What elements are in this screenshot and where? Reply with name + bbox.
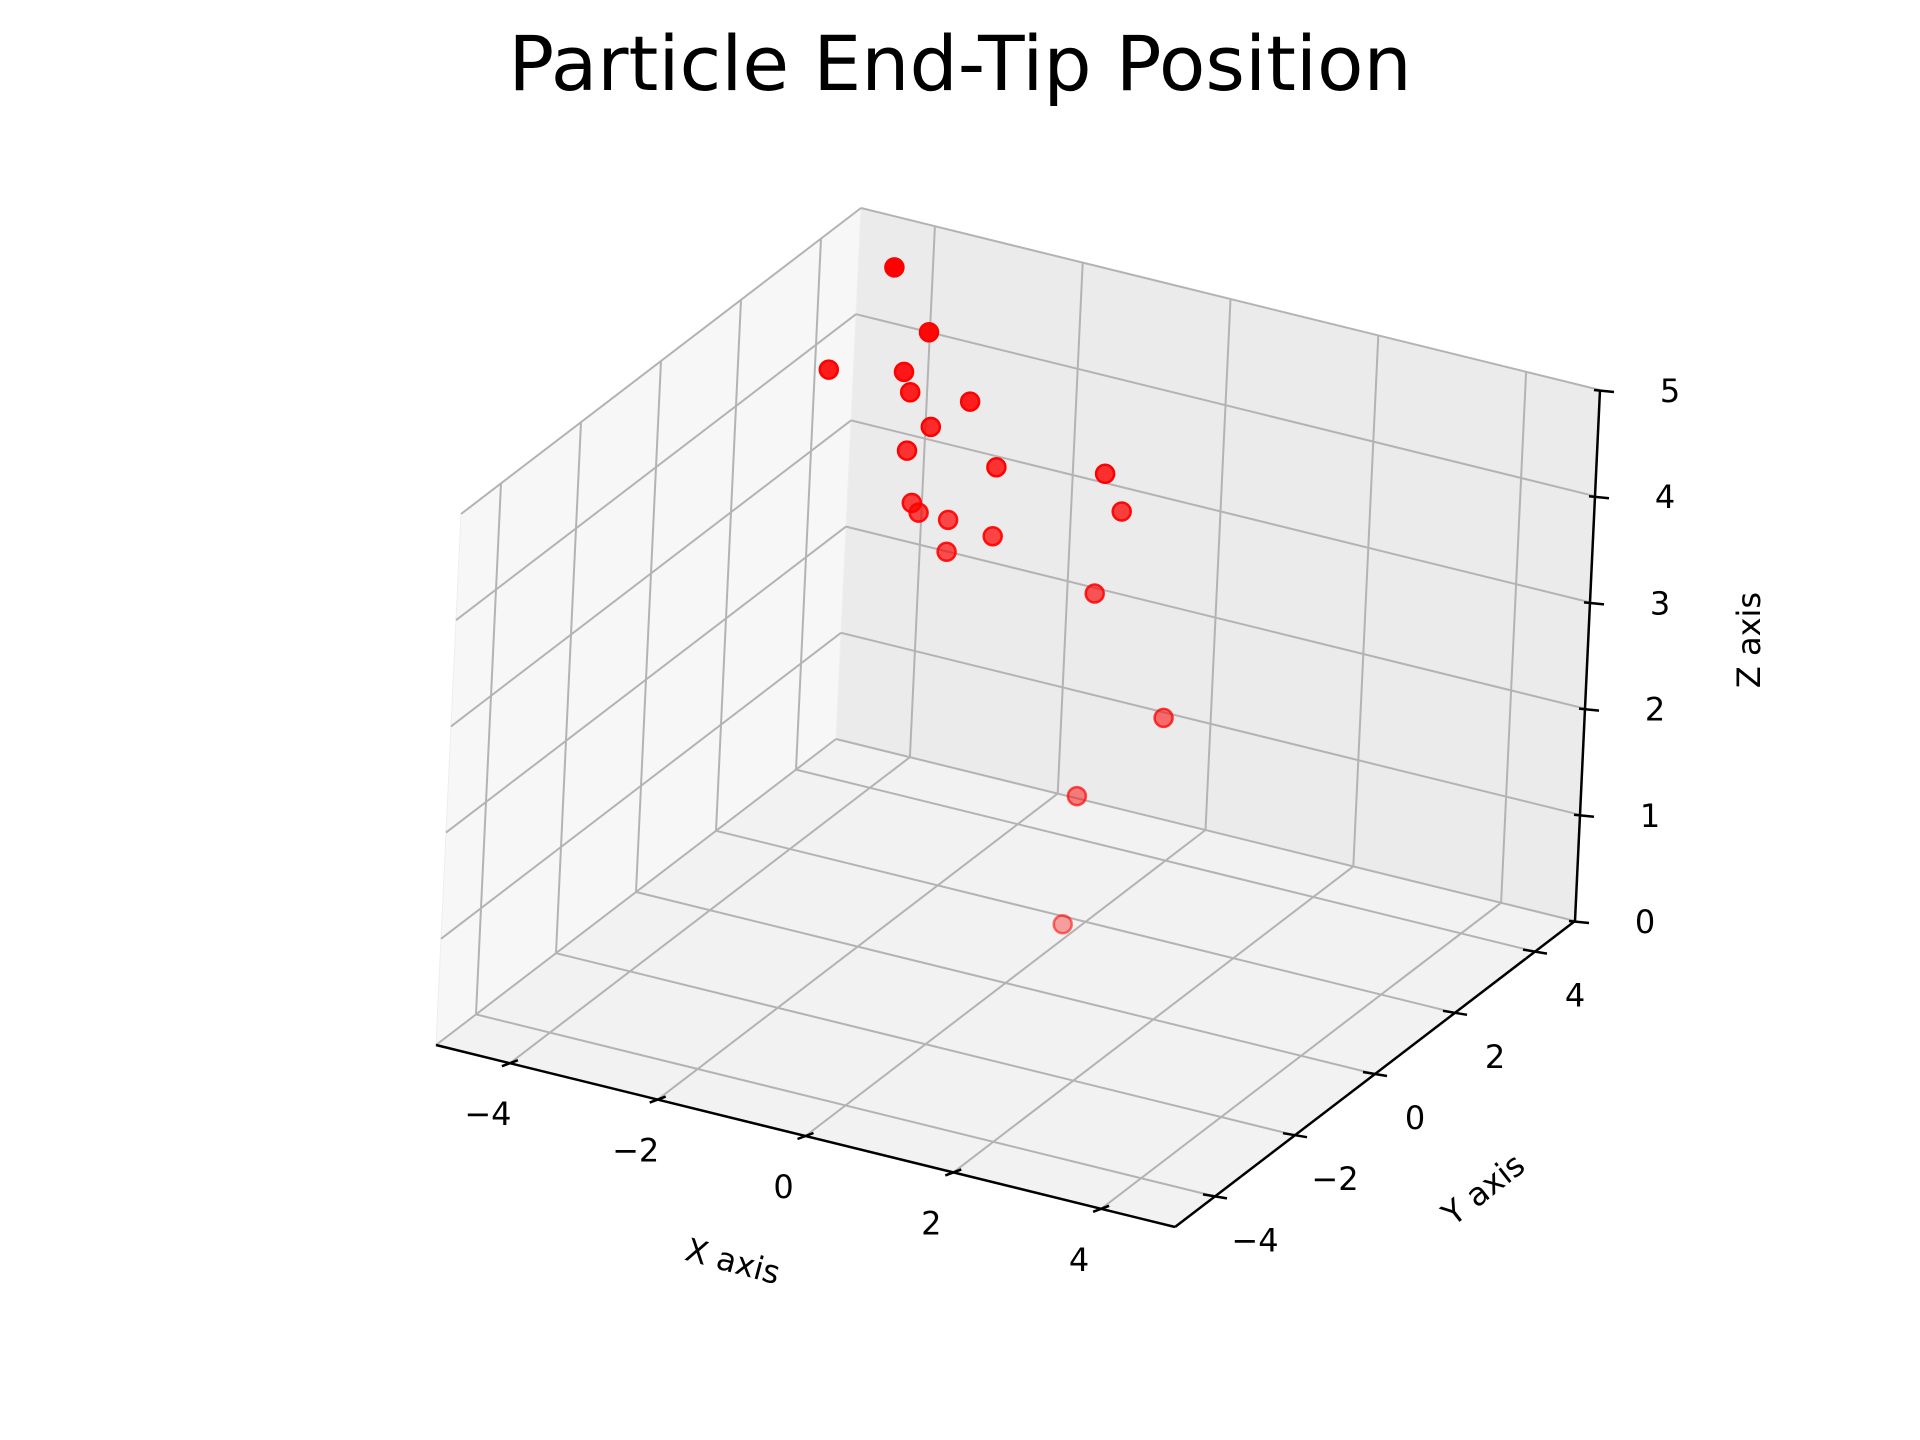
y-tick-mark <box>1282 1131 1308 1139</box>
grid-line <box>435 738 837 1046</box>
grid-line <box>555 952 1296 1137</box>
x-tick-mark <box>797 1131 814 1141</box>
z-tick-mark <box>1568 919 1590 925</box>
y-axis-label: Y axis <box>1434 1145 1532 1233</box>
data-point <box>1094 463 1116 485</box>
grid-line <box>795 768 1536 953</box>
z-tick-label: 1 <box>1640 797 1660 835</box>
grid-line <box>445 525 847 834</box>
grid-line <box>850 419 1591 604</box>
data-point <box>1153 707 1174 729</box>
x-axis-label: X axis <box>681 1231 784 1293</box>
data-point <box>1084 583 1105 604</box>
y-tick-label: 0 <box>1405 1099 1425 1137</box>
z-axis-label: Z axis <box>1730 592 1768 688</box>
data-point <box>920 416 942 438</box>
axis-lines <box>435 388 1615 1229</box>
x-tick-label: −2 <box>612 1132 659 1170</box>
grid-line <box>460 207 862 515</box>
z-tick-label: 0 <box>1635 903 1655 941</box>
grid-line <box>835 738 1576 922</box>
data-point <box>1052 914 1073 935</box>
grid-line <box>715 829 1456 1014</box>
data-point <box>982 525 1003 547</box>
x-tick-mark <box>944 1168 962 1177</box>
data-point <box>908 502 929 523</box>
grid-line <box>455 313 857 621</box>
z-tick-mark <box>1573 813 1595 819</box>
data-point <box>899 382 921 403</box>
y-tick-mark <box>1362 1070 1388 1078</box>
z-tick-mark <box>1593 388 1615 394</box>
scatter-points <box>818 257 1174 935</box>
grid-line <box>715 299 742 831</box>
grid-line <box>908 226 936 758</box>
y-tick-mark <box>1522 948 1548 955</box>
chart-title: Particle End-Tip Position <box>508 19 1411 108</box>
y-tick-mark <box>1442 1009 1468 1017</box>
z-tick-label: 2 <box>1645 691 1665 729</box>
grid-line <box>635 891 1376 1075</box>
x-tick-label: 0 <box>773 1168 793 1206</box>
x-tick-label: 4 <box>1069 1241 1089 1279</box>
data-point <box>936 541 957 563</box>
y-tick-label: 2 <box>1485 1038 1505 1076</box>
grid-line <box>1056 262 1084 794</box>
grid-line <box>440 632 842 940</box>
axis-panes <box>434 206 1601 1228</box>
y-tick-label: −4 <box>1231 1221 1278 1259</box>
grid-line <box>1500 371 1528 903</box>
y-tick-label: −2 <box>1311 1160 1358 1198</box>
x-tick-label: −4 <box>464 1095 511 1133</box>
x-tick-mark <box>501 1059 519 1068</box>
data-point <box>959 391 981 412</box>
grid-line <box>475 1013 1216 1198</box>
data-point <box>986 456 1007 478</box>
grid-line <box>555 422 582 954</box>
data-point <box>896 440 918 461</box>
data-point <box>937 509 959 531</box>
data-point <box>1111 501 1132 522</box>
y-tick-label: 4 <box>1565 977 1585 1015</box>
x-tick-label: 2 <box>921 1204 941 1242</box>
z-tick-label: 5 <box>1660 372 1680 410</box>
data-point <box>884 257 905 278</box>
z-tick-mark <box>1583 601 1605 606</box>
data-point <box>818 359 840 380</box>
data-point <box>1066 785 1088 807</box>
grid-line <box>795 238 822 770</box>
z-tick-mark <box>1588 494 1610 500</box>
tick-labels: −4 −2 0 2 4 −4 −2 0 2 4 0 1 2 3 4 5 <box>464 372 1680 1279</box>
z-axis-line <box>1573 389 1602 922</box>
grid-line <box>1352 335 1380 867</box>
z-tick-label: 4 <box>1655 478 1675 516</box>
grid-line <box>1204 298 1232 831</box>
x-tick-mark <box>649 1095 667 1104</box>
grid-line <box>845 525 1586 710</box>
grid-line <box>475 483 502 1015</box>
y-tick-mark <box>1202 1193 1228 1200</box>
grid-line <box>855 313 1596 498</box>
grid-line <box>860 207 1601 391</box>
z-tick-label: 3 <box>1650 584 1670 622</box>
grid-line <box>635 360 662 893</box>
z-tick-mark <box>1578 707 1600 712</box>
x-tick-mark <box>1092 1204 1110 1213</box>
data-point <box>918 322 940 343</box>
grid-line <box>450 419 852 728</box>
grid-line <box>840 631 1581 816</box>
grid-lines <box>435 207 1601 1210</box>
data-point <box>893 361 915 383</box>
